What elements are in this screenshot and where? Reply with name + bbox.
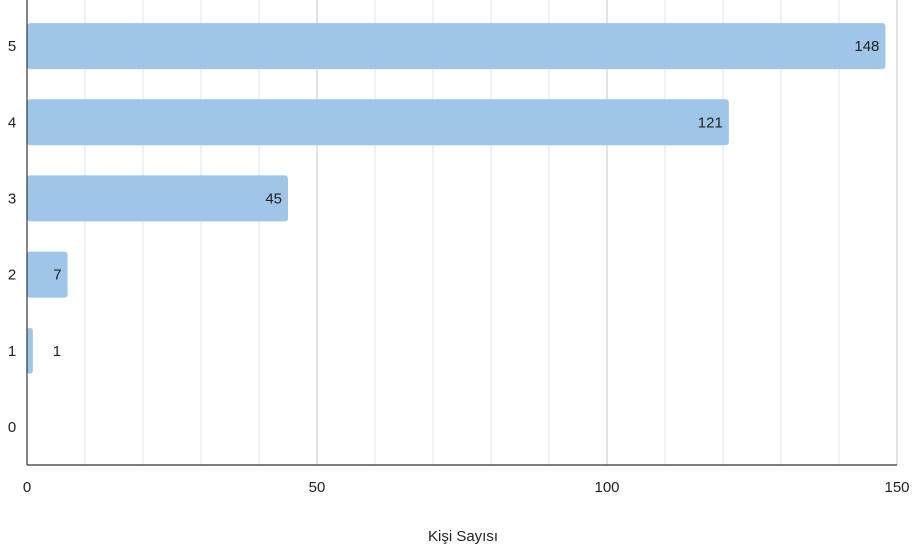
- bars: [27, 23, 885, 374]
- bar-1: [27, 328, 33, 374]
- y-tick-label-0: 0: [8, 419, 16, 436]
- data-label-3: 45: [265, 190, 282, 207]
- y-tick-label-1: 1: [8, 343, 16, 360]
- data-label-2: 7: [53, 267, 61, 284]
- x-tick-label-50: 50: [309, 479, 326, 496]
- y-tick-label-2: 2: [8, 267, 16, 284]
- y-tick-label-5: 5: [8, 38, 16, 55]
- y-tick-label-4: 4: [8, 114, 16, 131]
- axes: [27, 0, 897, 465]
- data-label-1: 1: [53, 343, 61, 360]
- y-tick-label-3: 3: [8, 190, 16, 207]
- bar-3: [27, 175, 288, 221]
- bar-4: [27, 99, 729, 145]
- x-tick-label-150: 150: [884, 479, 909, 496]
- x-axis-title: Kişi Sayısı: [428, 528, 498, 545]
- data-label-5: 148: [854, 38, 879, 55]
- x-tick-label-0: 0: [23, 479, 31, 496]
- grid-lines: [85, 0, 897, 465]
- bar-5: [27, 23, 885, 69]
- x-tick-label-100: 100: [594, 479, 619, 496]
- data-label-4: 121: [698, 114, 723, 131]
